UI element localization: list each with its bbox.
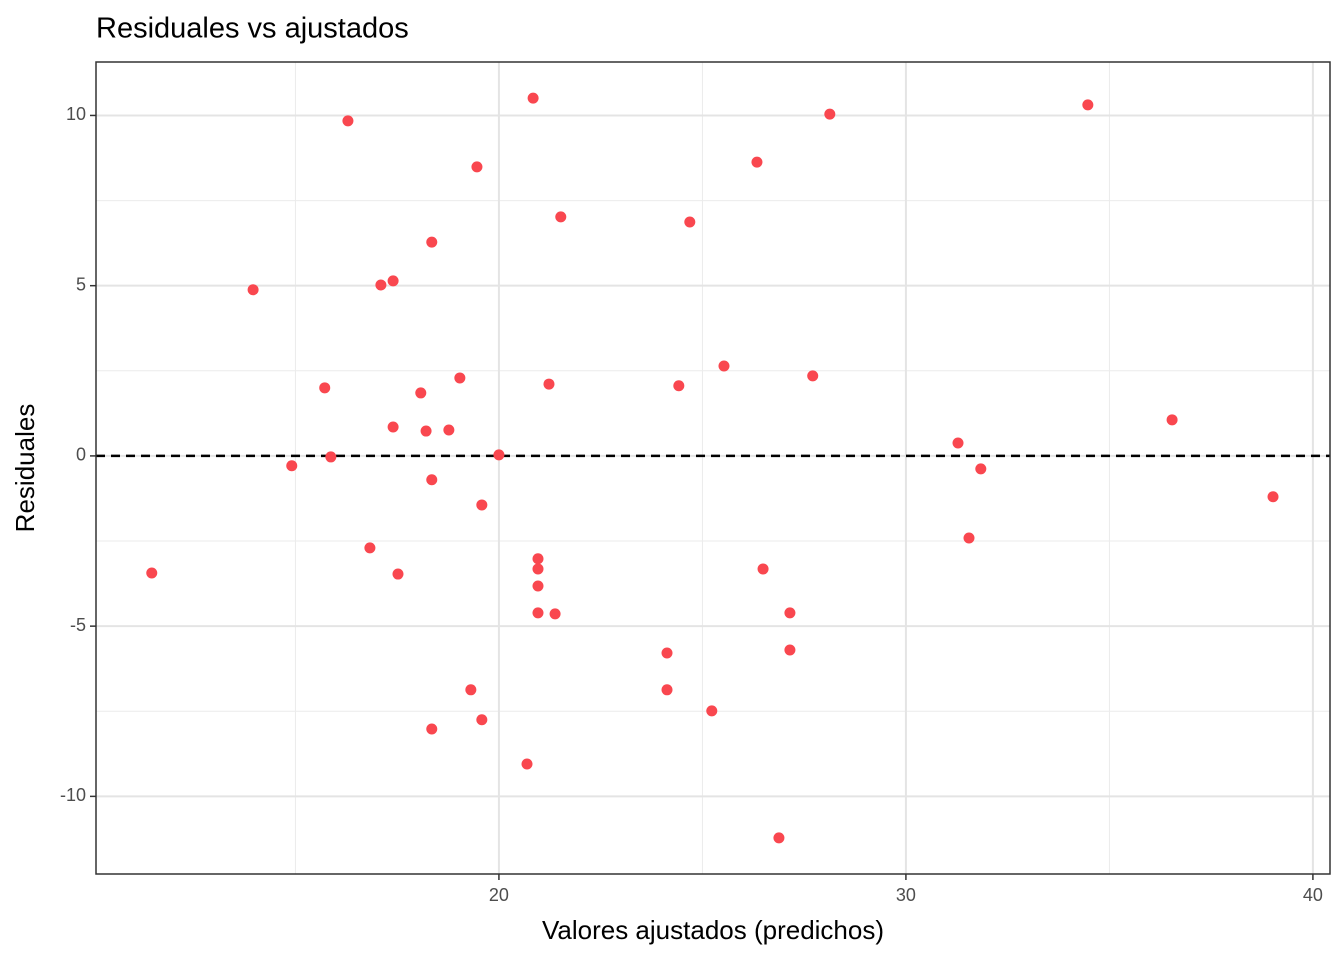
point [415,387,427,399]
point [426,723,438,735]
point [661,684,673,696]
point [387,421,399,433]
point [963,532,975,544]
point [718,360,730,372]
point [465,684,477,696]
point [364,542,376,554]
x-tick-label: 40 [1303,885,1323,905]
point [146,567,158,579]
point [532,563,544,575]
point [824,108,836,120]
x-axis-label: Valores ajustados (predichos) [542,915,884,945]
point [476,714,488,726]
point [532,580,544,592]
point [443,424,455,436]
point [532,553,544,565]
y-tick-label: -5 [70,615,86,635]
point [286,460,298,472]
point [342,115,354,127]
point [807,370,819,382]
point [375,279,387,291]
point [527,92,539,104]
y-tick-label: -10 [60,785,86,805]
point [387,275,399,287]
point [549,608,561,620]
point [543,378,555,390]
point [784,644,796,656]
point [493,449,505,461]
point [420,425,432,437]
point [673,380,685,392]
point [521,758,533,770]
point [555,211,567,223]
chart-title: Residuales vs ajustados [96,13,409,45]
point [454,372,466,384]
point [1082,99,1094,111]
point [325,451,337,463]
y-axis-label: Residuales [10,404,40,533]
point [773,832,785,844]
y-tick-label: 0 [76,445,86,465]
point [661,647,673,659]
point [975,463,987,475]
y-tick-label: 5 [76,274,86,294]
point [1267,491,1279,503]
point [532,607,544,619]
point [952,437,964,449]
point [751,156,763,168]
y-tick-label: 10 [66,104,86,124]
panel-border [95,61,1331,875]
point [1166,414,1178,426]
point [684,216,696,228]
point [247,284,259,296]
point [706,705,718,717]
point [426,236,438,248]
point [757,563,769,575]
point [471,161,483,173]
x-tick-label: 30 [896,885,916,905]
point [476,499,488,511]
point [319,382,331,394]
x-tick-label: 20 [489,885,509,905]
point [426,474,438,486]
point [784,607,796,619]
point [392,568,404,580]
